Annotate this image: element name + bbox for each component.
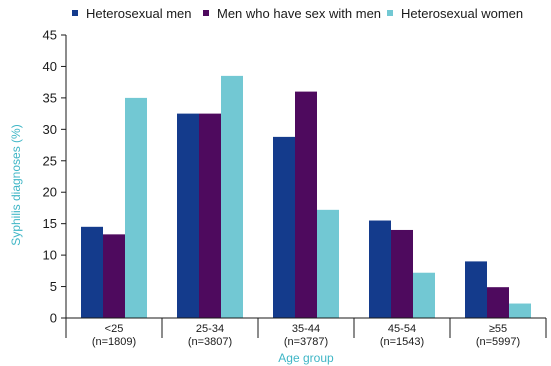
legend-swatch	[72, 10, 78, 16]
bars	[81, 75, 531, 318]
bar-men-who-have-sex-with-men-3	[391, 229, 413, 318]
x-tick-label: 25-34	[196, 323, 224, 335]
x-tick-sublabel: (n=3787)	[284, 336, 328, 348]
bar-heterosexual-women-0	[125, 97, 147, 318]
x-tick-sublabel: (n=5997)	[476, 336, 520, 348]
x-tick-label: <25	[105, 323, 124, 335]
bar-heterosexual-men-2	[273, 136, 295, 318]
legend-swatch	[203, 10, 209, 16]
y-tick-label: 40	[43, 59, 57, 74]
bar-men-who-have-sex-with-men-1	[199, 113, 221, 318]
x-tick-sublabel: (n=1809)	[92, 336, 136, 348]
bar-heterosexual-women-3	[413, 272, 435, 318]
x-tick-sublabel: (n=3807)	[188, 336, 232, 348]
y-tick-label: 10	[43, 248, 57, 263]
y-tick-label: 15	[43, 216, 57, 231]
x-tick-label: 35-44	[292, 323, 320, 335]
bar-men-who-have-sex-with-men-0	[103, 234, 125, 318]
y-tick-label: 20	[43, 185, 57, 200]
legend-swatch	[387, 10, 393, 16]
bar-heterosexual-women-2	[317, 209, 339, 318]
y-axis: 0 5 10 15 20 25 30 35 40 45	[43, 28, 67, 326]
y-tick-label: 25	[43, 153, 57, 168]
bar-heterosexual-women-4	[509, 303, 531, 318]
legend-label: Men who have sex with men	[217, 6, 381, 21]
legend: Heterosexual men Men who have sex with me…	[72, 6, 523, 21]
bar-heterosexual-women-1	[221, 75, 243, 318]
x-tick-label: ≥55	[489, 323, 507, 335]
bar-heterosexual-men-1	[177, 113, 199, 318]
bar-men-who-have-sex-with-men-2	[295, 91, 317, 318]
y-tick-label: 45	[43, 28, 57, 43]
x-axis-title: Age group	[278, 351, 334, 365]
y-tick-label: 0	[50, 311, 57, 326]
y-tick-label: 35	[43, 90, 57, 105]
x-tick-sublabel: (n=1543)	[380, 336, 424, 348]
x-axis: <25(n=1809) 25-34(n=3807) 35-44(n=3787) 45-…	[65, 317, 547, 348]
x-tick-label: 45-54	[388, 323, 416, 335]
bar-heterosexual-men-3	[369, 220, 391, 318]
y-tick-label: 30	[43, 122, 57, 137]
bar-heterosexual-men-4	[465, 261, 487, 318]
legend-label: Heterosexual women	[401, 6, 523, 21]
bar-men-who-have-sex-with-men-4	[487, 287, 509, 318]
legend-label: Heterosexual men	[86, 6, 192, 21]
bar-heterosexual-men-0	[81, 226, 103, 318]
y-tick-label: 5	[50, 279, 57, 294]
y-axis-title: Syphilis diagnoses (%)	[9, 124, 23, 245]
